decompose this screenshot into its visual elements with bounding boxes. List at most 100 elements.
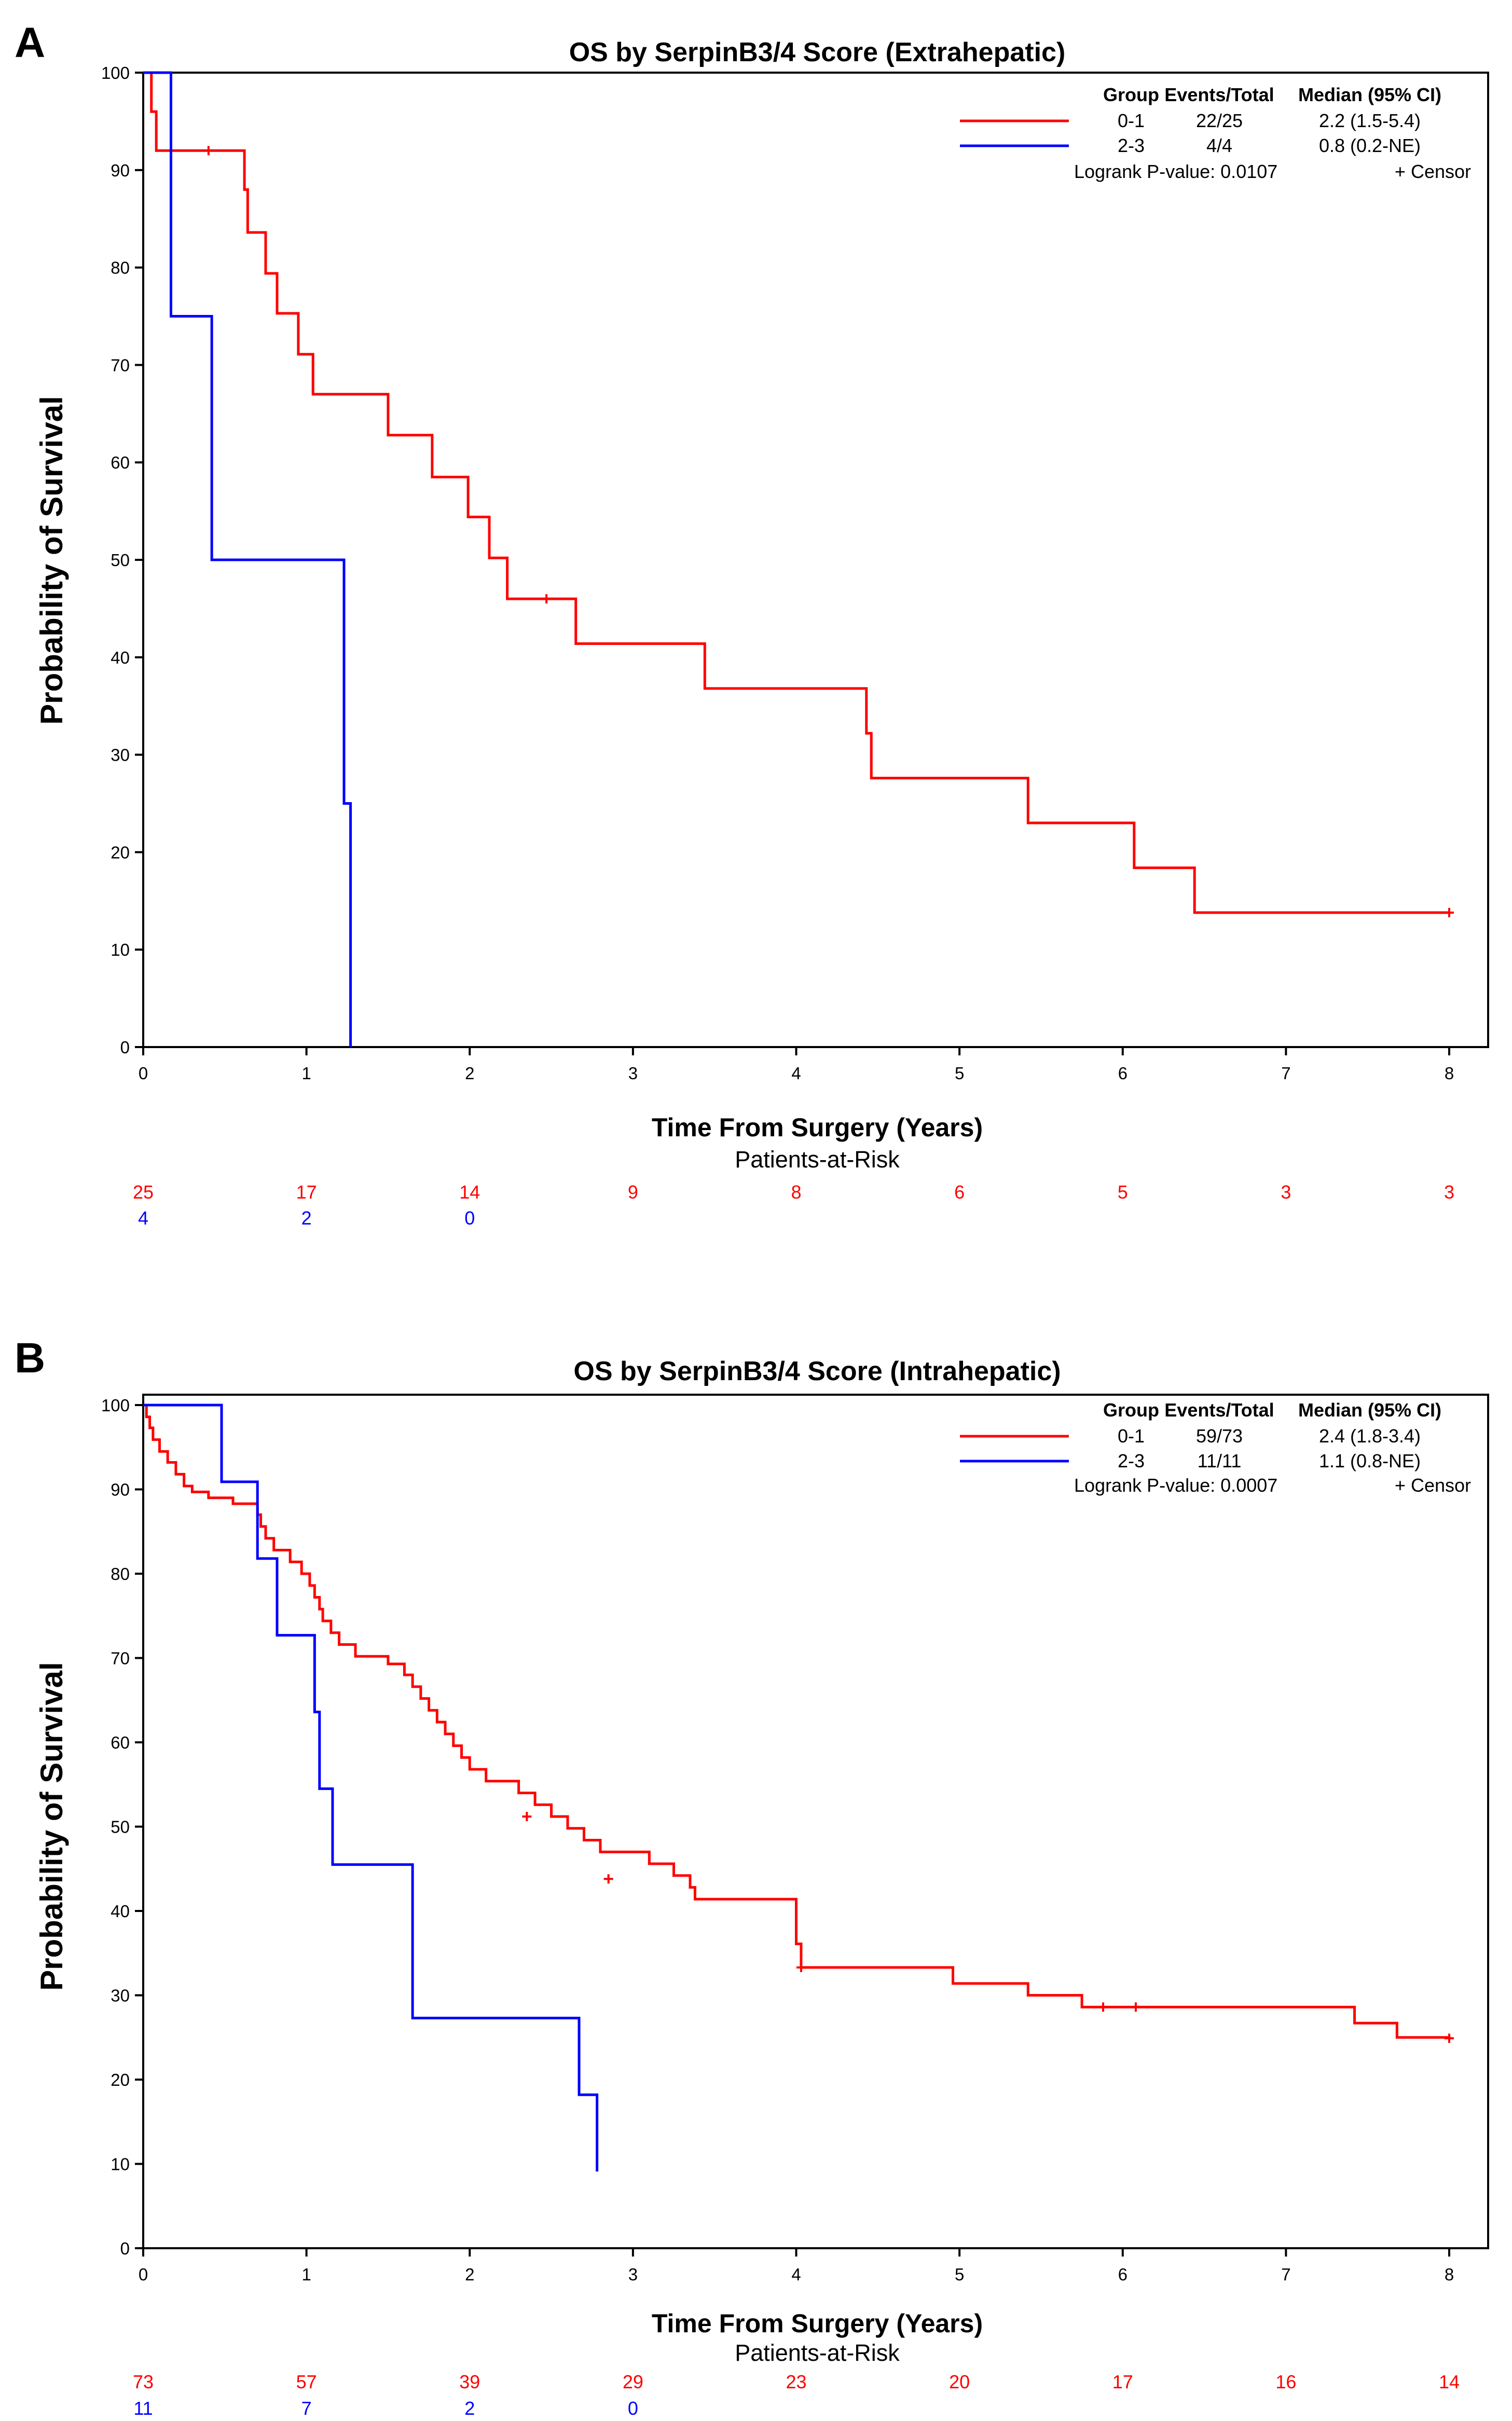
risk-count-group-2-3: 0: [464, 1207, 475, 1229]
risk-count-group-0-1: 3: [1281, 1181, 1291, 1203]
x-tick-label: 3: [628, 1064, 638, 1083]
x-axis-label: Time From Surgery (Years): [652, 2309, 983, 2338]
survival-curve-group-0-1: [143, 71, 1449, 914]
y-axis-label: Probability of Survival: [34, 1662, 69, 1991]
legend-group: 0-1: [1118, 110, 1145, 131]
x-tick-label: 0: [139, 1064, 148, 1083]
censor-mark: [203, 146, 213, 156]
logrank-pvalue: Logrank P-value: 0.0007: [1074, 1475, 1277, 1496]
legend-group: 2-3: [1118, 1450, 1145, 1471]
risk-count-group-0-1: 23: [786, 2371, 806, 2392]
y-tick-label: 10: [111, 2155, 130, 2174]
x-tick-label: 5: [955, 2265, 964, 2284]
legend-median: 1.1 (0.8-NE): [1319, 1450, 1421, 1471]
risk-count-group-0-1: 16: [1275, 2371, 1296, 2392]
legend-header-group: Group: [1103, 1399, 1159, 1421]
x-tick-label: 1: [301, 2265, 311, 2284]
risk-count-group-2-3: 2: [464, 2398, 475, 2419]
y-tick-label: 10: [111, 940, 130, 959]
y-tick-label: 70: [111, 355, 130, 375]
y-tick-label: 80: [111, 258, 130, 278]
y-tick-label: 100: [101, 1396, 130, 1415]
legend-header-events: Events/Total: [1164, 1399, 1274, 1421]
x-tick-label: 5: [955, 1064, 964, 1083]
x-tick-label: 4: [791, 2265, 801, 2284]
chart-title: OS by SerpinB3/4 Score (Extrahepatic): [569, 37, 1066, 67]
panel-label: B: [15, 1335, 45, 1382]
y-tick-label: 50: [111, 1818, 130, 1837]
panel-label: A: [15, 19, 45, 66]
y-tick-label: 30: [111, 746, 130, 765]
risk-count-group-0-1: 29: [623, 2371, 643, 2392]
risk-count-group-0-1: 57: [296, 2371, 317, 2392]
risk-count-group-0-1: 25: [133, 1181, 154, 1203]
y-tick-label: 40: [111, 1902, 130, 1921]
legend-median: 2.2 (1.5-5.4): [1319, 110, 1421, 131]
y-tick-label: 70: [111, 1649, 130, 1668]
risk-count-group-0-1: 17: [296, 1181, 317, 1203]
censor-mark: [796, 1962, 806, 1972]
legend-events: 11/11: [1198, 1450, 1242, 1471]
x-tick-label: 8: [1445, 1064, 1454, 1083]
legend-group: 2-3: [1118, 135, 1145, 156]
legend-header-median: Median (95% CI): [1298, 1399, 1441, 1421]
y-tick-label: 40: [111, 648, 130, 667]
survival-curve-group-2-3: [143, 1404, 599, 2172]
legend-header-events: Events/Total: [1164, 84, 1274, 105]
risk-count-group-2-3: 11: [133, 2398, 153, 2419]
censor-legend: + Censor: [1395, 161, 1471, 182]
y-tick-label: 20: [111, 843, 130, 862]
risk-count-group-0-1: 39: [459, 2371, 480, 2392]
survival-curve-group-0-1: [143, 1404, 1451, 2039]
y-tick-label: 80: [111, 1564, 130, 1584]
x-tick-label: 1: [301, 1064, 311, 1083]
y-tick-label: 60: [111, 453, 130, 472]
risk-count-group-0-1: 14: [459, 1181, 480, 1203]
legend-header-group: Group: [1103, 84, 1159, 105]
risk-count-group-0-1: 5: [1118, 1181, 1128, 1203]
censor-mark: [603, 1874, 613, 1884]
censor-mark: [1445, 2033, 1454, 2043]
risk-count-group-2-3: 0: [628, 2398, 638, 2419]
risk-count-group-0-1: 6: [954, 1181, 965, 1203]
risk-table-title: Patients-at-Risk: [735, 1146, 900, 1173]
x-tick-label: 0: [139, 2265, 148, 2284]
y-axis-label: Probability of Survival: [34, 396, 69, 725]
censor-legend: + Censor: [1395, 1475, 1471, 1496]
legend-median: 0.8 (0.2-NE): [1319, 135, 1421, 156]
y-tick-label: 50: [111, 551, 130, 570]
x-tick-label: 6: [1118, 1064, 1128, 1083]
y-tick-label: 30: [111, 1986, 130, 2005]
y-tick-label: 0: [120, 1038, 130, 1057]
censor-mark: [542, 594, 552, 604]
risk-count-group-2-3: 7: [301, 2398, 312, 2419]
risk-count-group-0-1: 14: [1439, 2371, 1460, 2392]
y-tick-label: 60: [111, 1733, 130, 1752]
x-tick-label: 2: [465, 1064, 474, 1083]
y-tick-label: 100: [101, 63, 130, 82]
legend-median: 2.4 (1.8-3.4): [1319, 1425, 1421, 1447]
legend-header-median: Median (95% CI): [1298, 84, 1441, 105]
survival-curve-group-2-3: [143, 71, 352, 1047]
risk-count-group-0-1: 73: [133, 2371, 154, 2392]
risk-table-title: Patients-at-Risk: [735, 2340, 900, 2366]
x-axis-label: Time From Surgery (Years): [652, 1113, 983, 1142]
risk-count-group-0-1: 20: [949, 2371, 970, 2392]
legend-events: 59/73: [1196, 1425, 1243, 1447]
risk-count-group-0-1: 3: [1444, 1181, 1454, 1203]
y-tick-label: 90: [111, 161, 130, 180]
legend-events: 22/25: [1196, 110, 1243, 131]
censor-mark: [1098, 2002, 1108, 2012]
y-tick-label: 90: [111, 1480, 130, 1500]
legend-group: 0-1: [1118, 1425, 1145, 1447]
x-tick-label: 8: [1445, 2265, 1454, 2284]
risk-count-group-0-1: 9: [628, 1181, 638, 1203]
legend-events: 4/4: [1206, 135, 1232, 156]
x-tick-label: 4: [791, 1064, 801, 1083]
logrank-pvalue: Logrank P-value: 0.0107: [1074, 161, 1277, 182]
risk-count-group-2-3: 4: [138, 1207, 148, 1229]
chart-title: OS by SerpinB3/4 Score (Intrahepatic): [573, 1356, 1061, 1386]
censor-mark: [522, 1812, 532, 1821]
risk-count-group-0-1: 8: [791, 1181, 801, 1203]
